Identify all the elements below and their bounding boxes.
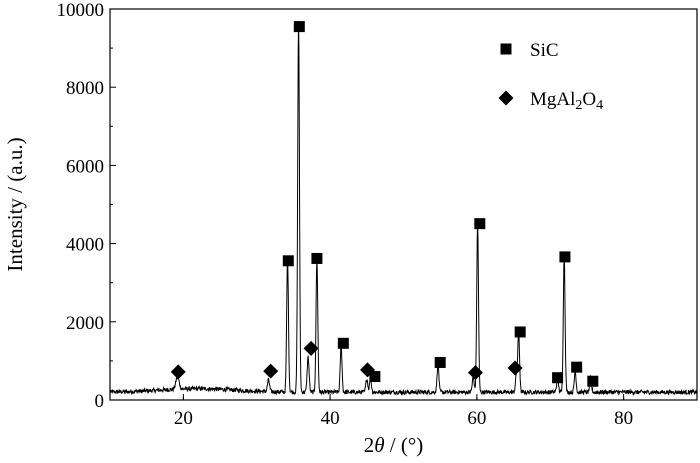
mgal2o4-marker [263,363,279,379]
y-axis-title: Intensity / (a.u.) [3,137,27,271]
legend-label-part: SiC [530,40,559,61]
mgal2o4-marker [360,362,376,378]
plot-frame [109,8,698,401]
y-tick-label: 2000 [66,313,104,334]
legend-label-part: MgAl [530,89,575,110]
sic-marker [514,326,526,338]
y-tick-label: 8000 [66,78,104,99]
sic-marker [293,21,305,33]
y-tick-label: 6000 [66,156,104,177]
mgal2o4-marker [170,364,186,380]
legend-label-part: O [582,89,596,110]
legend-sic-label: SiC [530,40,559,61]
sic-marker [282,255,294,267]
sic-marker [337,337,349,349]
legend-label-part: 4 [596,98,603,113]
mgal2o4-marker [507,360,523,376]
y-tick-label: 0 [95,391,105,412]
x-tick-label: 60 [467,408,486,429]
x-axis-title-part: / (°) [385,433,424,457]
y-tick-label: 10000 [57,0,105,21]
x-axis-title: 2θ / (°) [364,433,424,457]
legend-mgal2o4-marker [498,90,514,106]
plot-area [110,20,697,396]
legend-sic-marker [500,43,512,55]
sic-marker [311,252,323,264]
sic-marker [559,251,571,263]
legend-mgal2o4-label: MgAl2O4 [530,89,603,113]
x-axis-title-part: 2 [364,433,375,457]
x-axis-title-part: θ [374,433,384,457]
legend: SiC MgAl2O4 [498,40,603,113]
sic-marker [369,371,381,383]
mgal2o4-marker [303,340,319,356]
x-tick-label: 80 [614,408,633,429]
y-tick-label: 4000 [66,235,104,256]
x-tick-label: 40 [321,408,340,429]
sic-marker [474,218,486,230]
sic-marker [552,372,564,384]
x-tick-label: 20 [174,408,193,429]
sic-marker [587,375,599,387]
diffraction-trace [110,20,697,396]
legend-label-part: 2 [575,98,582,113]
sic-marker [571,361,583,373]
mgal2o4-marker [467,365,483,381]
sic-marker [434,356,446,368]
